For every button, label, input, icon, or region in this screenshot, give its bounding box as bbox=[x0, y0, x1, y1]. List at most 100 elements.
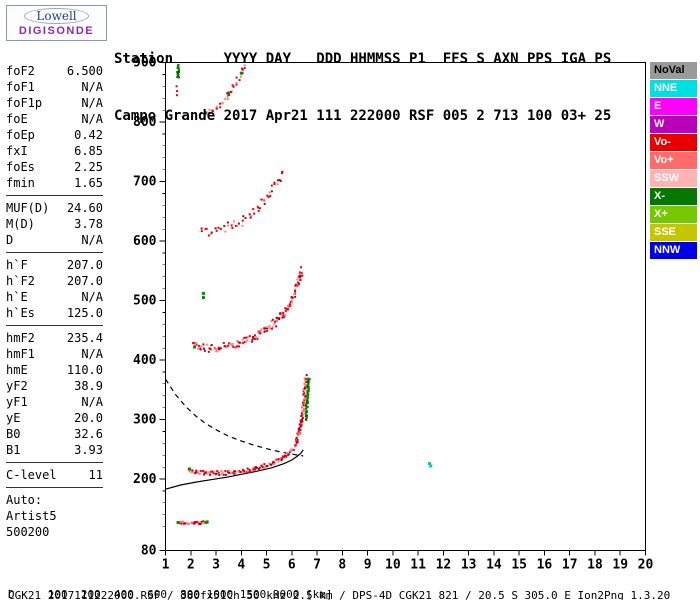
param-group-divider bbox=[6, 487, 103, 488]
y-tick-label: 300 bbox=[133, 413, 157, 428]
param-label: 500200 bbox=[6, 525, 50, 539]
y-tick-label: 900 bbox=[133, 56, 157, 71]
param-row-b1: B1 3.93 bbox=[6, 442, 103, 458]
param-value: 207.0 bbox=[66, 258, 103, 272]
param-row-he: h`E N/A bbox=[6, 289, 103, 305]
param-row-hmf1: hmF1 N/A bbox=[6, 346, 103, 362]
header-station-values: Campo Grande 2017 Apr21 111 222000 RSF 0… bbox=[114, 108, 612, 124]
param-value: N/A bbox=[81, 80, 103, 94]
x-tick-label: 1 bbox=[162, 558, 170, 573]
param-label: hmF2 bbox=[6, 331, 35, 345]
param-value: N/A bbox=[81, 395, 103, 409]
param-value: 125.0 bbox=[66, 306, 103, 320]
param-row-mufd: MUF(D) 24.60 bbox=[6, 200, 103, 216]
param-label: B1 bbox=[6, 443, 21, 457]
y-tick-label: 80 bbox=[141, 544, 157, 559]
param-row-hmf2: hmF2 235.4 bbox=[6, 330, 103, 346]
x-tick-label: 17 bbox=[562, 558, 578, 573]
param-label: MUF(D) bbox=[6, 201, 50, 215]
x-tick-label: 14 bbox=[486, 558, 502, 573]
logo-lowell-text: Lowell bbox=[24, 8, 89, 24]
param-label: foF1 bbox=[6, 80, 35, 94]
x-tick-label: 20 bbox=[638, 558, 654, 573]
legend-item-vo: Vo- bbox=[650, 134, 697, 151]
param-value: 110.0 bbox=[66, 363, 103, 377]
param-value: 24.60 bbox=[66, 201, 103, 215]
legend-item-e: E bbox=[650, 98, 697, 115]
param-value: 20.0 bbox=[74, 411, 103, 425]
param-row-foe: foE N/A bbox=[6, 111, 103, 127]
legend-item-x: X+ bbox=[650, 206, 697, 223]
param-label: h`F bbox=[6, 258, 28, 272]
param-label: yF1 bbox=[6, 395, 28, 409]
param-label: B0 bbox=[6, 427, 21, 441]
param-label: foEs bbox=[6, 160, 35, 174]
x-tick-label: 11 bbox=[410, 558, 426, 573]
param-value: N/A bbox=[81, 347, 103, 361]
param-value: 2.25 bbox=[74, 160, 103, 174]
param-row-yf2: yF2 38.9 bbox=[6, 378, 103, 394]
param-label: foE bbox=[6, 112, 28, 126]
param-row-auto: Auto: bbox=[6, 492, 103, 508]
param-label: foF1p bbox=[6, 96, 43, 110]
param-value: N/A bbox=[81, 96, 103, 110]
param-row-hes: h`Es 125.0 bbox=[6, 305, 103, 321]
x-tick-label: 6 bbox=[288, 558, 296, 573]
param-value: N/A bbox=[81, 233, 103, 247]
y-tick-label: 500 bbox=[133, 294, 157, 309]
param-label: h`F2 bbox=[6, 274, 35, 288]
legend-item-ssw: SSW bbox=[650, 170, 697, 187]
param-row-artist5: Artist5 bbox=[6, 508, 103, 524]
y-tick-label: 400 bbox=[133, 353, 157, 368]
logo-digisonde-text: DIGISONDE bbox=[18, 25, 95, 37]
param-row-d: D N/A bbox=[6, 232, 103, 248]
x-tick-label: 18 bbox=[587, 558, 603, 573]
param-label: Artist5 bbox=[6, 509, 57, 523]
param-value: 6.85 bbox=[74, 144, 103, 158]
param-value: 235.4 bbox=[66, 331, 103, 345]
param-row-fmin: fmin 1.65 bbox=[6, 175, 103, 191]
y-tick-label: 200 bbox=[133, 472, 157, 487]
param-group-divider bbox=[6, 325, 103, 326]
param-value: N/A bbox=[81, 290, 103, 304]
x-tick-label: 12 bbox=[436, 558, 452, 573]
x-tick-label: 10 bbox=[385, 558, 401, 573]
x-tick-label: 9 bbox=[364, 558, 372, 573]
param-label: h`E bbox=[6, 290, 28, 304]
param-row-fof2: foF2 6.500 bbox=[6, 63, 103, 79]
param-group-divider bbox=[6, 195, 103, 196]
param-row-500200: 500200 bbox=[6, 524, 103, 540]
param-label: foF2 bbox=[6, 64, 35, 78]
param-group-divider bbox=[6, 462, 103, 463]
param-value: 3.93 bbox=[74, 443, 103, 457]
param-group-divider bbox=[6, 252, 103, 253]
param-row-hf: h`F 207.0 bbox=[6, 257, 103, 273]
lowell-digisonde-logo: Lowell DIGISONDE bbox=[6, 5, 107, 41]
param-label: hmF1 bbox=[6, 347, 35, 361]
param-row-b0: B0 32.6 bbox=[6, 426, 103, 442]
legend-item-nne: NNE bbox=[650, 80, 697, 97]
header-column-titles: Station YYYY DAY DDD HHMMSS P1 FFS S AXN… bbox=[114, 51, 612, 67]
legend-item-w: W bbox=[650, 116, 697, 133]
param-value: 6.500 bbox=[66, 64, 103, 78]
param-row-md: M(D) 3.78 bbox=[6, 216, 103, 232]
legend-item-x: X- bbox=[650, 188, 697, 205]
param-value: 207.0 bbox=[66, 274, 103, 288]
param-row-hf2: h`F2 207.0 bbox=[6, 273, 103, 289]
param-value: N/A bbox=[81, 112, 103, 126]
d-row: D 100 200 400 600 800 1000 1500 3000 [km… bbox=[8, 588, 333, 600]
legend-item-nnw: NNW bbox=[650, 242, 697, 259]
d-muf-table: D 100 200 400 600 800 1000 1500 3000 [km… bbox=[8, 567, 339, 600]
parameter-panel: foF2 6.500 foF1 N/A foF1p N/A foE N/A foEp 0.42 fx… bbox=[6, 63, 103, 540]
status-line: CGK21_2017111222000.RSF / 380fx51Ch 50 k… bbox=[8, 589, 671, 600]
x-tick-label: 8 bbox=[338, 558, 346, 573]
param-label: h`Es bbox=[6, 306, 35, 320]
x-tick-label: 3 bbox=[212, 558, 220, 573]
param-value: 32.6 bbox=[74, 427, 103, 441]
param-label: D bbox=[6, 233, 14, 247]
param-row-foep: foEp 0.42 bbox=[6, 127, 103, 143]
param-value: 3.78 bbox=[74, 217, 103, 231]
param-label: yE bbox=[6, 411, 21, 425]
